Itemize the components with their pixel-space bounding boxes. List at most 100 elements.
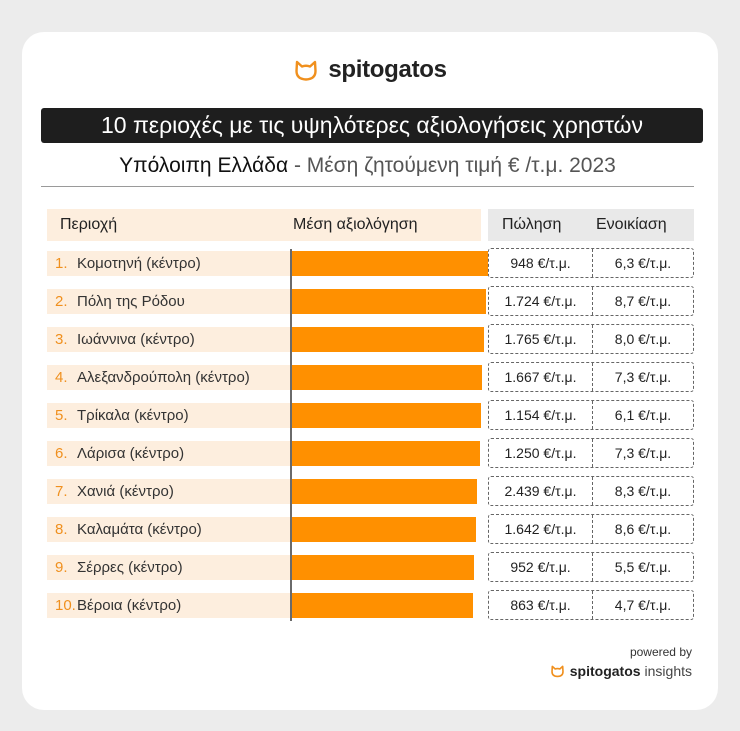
price-divider	[592, 325, 593, 353]
rating-bar	[292, 365, 482, 390]
subtitle-description: Μέση ζητούμενη τιμή € /τ.μ. 2023	[306, 154, 616, 177]
rating-bar	[292, 403, 481, 428]
price-divider	[592, 401, 593, 429]
subtitle-region: Υπόλοιπη Ελλάδα	[119, 154, 289, 177]
row-rank: 1.	[55, 255, 68, 272]
row-rank: 8.	[55, 521, 68, 538]
sale-price: 1.154 €/τ.μ.	[504, 407, 577, 423]
price-row: 1.154 €/τ.μ. 6,1 €/τ.μ.	[488, 400, 694, 430]
row-background	[47, 365, 291, 390]
row-rank: 2.	[55, 293, 68, 310]
price-row: 863 €/τ.μ. 4,7 €/τ.μ.	[488, 590, 694, 620]
row-background	[47, 251, 291, 276]
row-background	[47, 555, 291, 580]
brand-name: spitogatos	[328, 56, 447, 83]
footer-brand-logo: spitogatos insights	[550, 663, 692, 679]
rating-bar	[292, 517, 476, 542]
row-background	[47, 289, 291, 314]
row-background	[47, 517, 291, 542]
row-area-name: Χανιά (κέντρο)	[77, 483, 174, 500]
page-title: 10 περιοχές με τις υψηλότερες αξιολογήσε…	[41, 108, 703, 143]
footer-brand-name: spitogatos	[569, 663, 641, 679]
price-divider	[592, 515, 593, 543]
rating-bar	[292, 555, 474, 580]
row-area-name: Τρίκαλα (κέντρο)	[77, 407, 189, 424]
rent-price: 4,7 €/τ.μ.	[614, 597, 672, 613]
header-rent: Ενοικίαση	[596, 216, 667, 233]
rating-bar	[292, 251, 488, 276]
rent-price: 8,6 €/τ.μ.	[614, 521, 672, 537]
row-background	[47, 327, 291, 352]
infographic-card: spitogatos 10 περιοχές με τις υψηλότερες…	[22, 32, 718, 710]
price-divider	[592, 477, 593, 505]
rent-price: 8,0 €/τ.μ.	[614, 331, 672, 347]
row-area-name: Σέρρες (κέντρο)	[77, 559, 183, 576]
price-divider	[592, 287, 593, 315]
row-rank: 3.	[55, 331, 68, 348]
sale-price: 1.250 €/τ.μ.	[504, 445, 577, 461]
rent-price: 8,3 €/τ.μ.	[614, 483, 672, 499]
row-area-name: Καλαμάτα (κέντρο)	[77, 521, 202, 538]
price-row: 948 €/τ.μ. 6,3 €/τ.μ.	[488, 248, 694, 278]
footer-brand-suffix: insights	[644, 663, 692, 679]
sale-price: 1.667 €/τ.μ.	[504, 369, 577, 385]
subtitle-separator: -	[288, 154, 307, 177]
chart-axis-line	[290, 249, 292, 621]
header-rating: Μέση αξιολόγηση	[293, 216, 418, 233]
sale-price: 1.724 €/τ.μ.	[504, 293, 577, 309]
price-row: 952 €/τ.μ. 5,5 €/τ.μ.	[488, 552, 694, 582]
sale-price: 952 €/τ.μ.	[510, 559, 571, 575]
sale-price: 1.642 €/τ.μ.	[504, 521, 577, 537]
row-rank: 10.	[55, 597, 76, 614]
row-rank: 5.	[55, 407, 68, 424]
header-area: Περιοχή	[60, 216, 118, 233]
subtitle: Υπόλοιπη Ελλάδα - Μέση ζητούμενη τιμή € …	[41, 151, 694, 187]
price-divider	[592, 363, 593, 391]
rating-bar	[292, 289, 486, 314]
rating-bar	[292, 327, 484, 352]
row-background	[47, 441, 291, 466]
price-row: 2.439 €/τ.μ. 8,3 €/τ.μ.	[488, 476, 694, 506]
price-table-header: Πώληση Ενοικίαση	[488, 209, 694, 241]
row-background	[47, 403, 291, 428]
row-area-name: Ιωάννινα (κέντρο)	[77, 331, 195, 348]
row-background	[47, 593, 291, 618]
row-area-name: Κομοτηνή (κέντρο)	[77, 255, 201, 272]
row-rank: 9.	[55, 559, 68, 576]
rating-table-header: Περιοχή Μέση αξιολόγηση	[47, 209, 481, 241]
row-area-name: Αλεξανδρούπολη (κέντρο)	[77, 369, 250, 386]
rent-price: 7,3 €/τ.μ.	[614, 369, 672, 385]
row-area-name: Λάρισα (κέντρο)	[77, 445, 185, 462]
price-row: 1.250 €/τ.μ. 7,3 €/τ.μ.	[488, 438, 694, 468]
row-area-name: Πόλη της Ρόδου	[77, 293, 185, 310]
rating-bar	[292, 593, 473, 618]
brand-logo: spitogatos	[22, 56, 718, 87]
rent-price: 8,7 €/τ.μ.	[614, 293, 672, 309]
rating-bar	[292, 479, 477, 504]
price-divider	[592, 553, 593, 581]
price-row: 1.667 €/τ.μ. 7,3 €/τ.μ.	[488, 362, 694, 392]
sale-price: 2.439 €/τ.μ.	[504, 483, 577, 499]
price-divider	[592, 591, 593, 619]
rent-price: 7,3 €/τ.μ.	[614, 445, 672, 461]
row-background	[47, 479, 291, 504]
price-row: 1.642 €/τ.μ. 8,6 €/τ.μ.	[488, 514, 694, 544]
rent-price: 6,1 €/τ.μ.	[614, 407, 672, 423]
cat-head-icon	[550, 665, 564, 678]
sale-price: 948 €/τ.μ.	[510, 255, 571, 271]
cat-head-icon	[295, 60, 318, 81]
row-area-name: Βέροια (κέντρο)	[77, 597, 182, 614]
rent-price: 6,3 €/τ.μ.	[614, 255, 672, 271]
price-divider	[592, 439, 593, 467]
powered-by-footer: powered by spitogatos insights	[550, 644, 692, 679]
row-rank: 4.	[55, 369, 68, 386]
price-divider	[592, 249, 593, 277]
price-row: 1.724 €/τ.μ. 8,7 €/τ.μ.	[488, 286, 694, 316]
row-rank: 6.	[55, 445, 68, 462]
sale-price: 863 €/τ.μ.	[510, 597, 571, 613]
price-row: 1.765 €/τ.μ. 8,0 €/τ.μ.	[488, 324, 694, 354]
powered-by-label: powered by	[629, 645, 692, 659]
row-rank: 7.	[55, 483, 68, 500]
rating-bar	[292, 441, 480, 466]
rent-price: 5,5 €/τ.μ.	[614, 559, 672, 575]
